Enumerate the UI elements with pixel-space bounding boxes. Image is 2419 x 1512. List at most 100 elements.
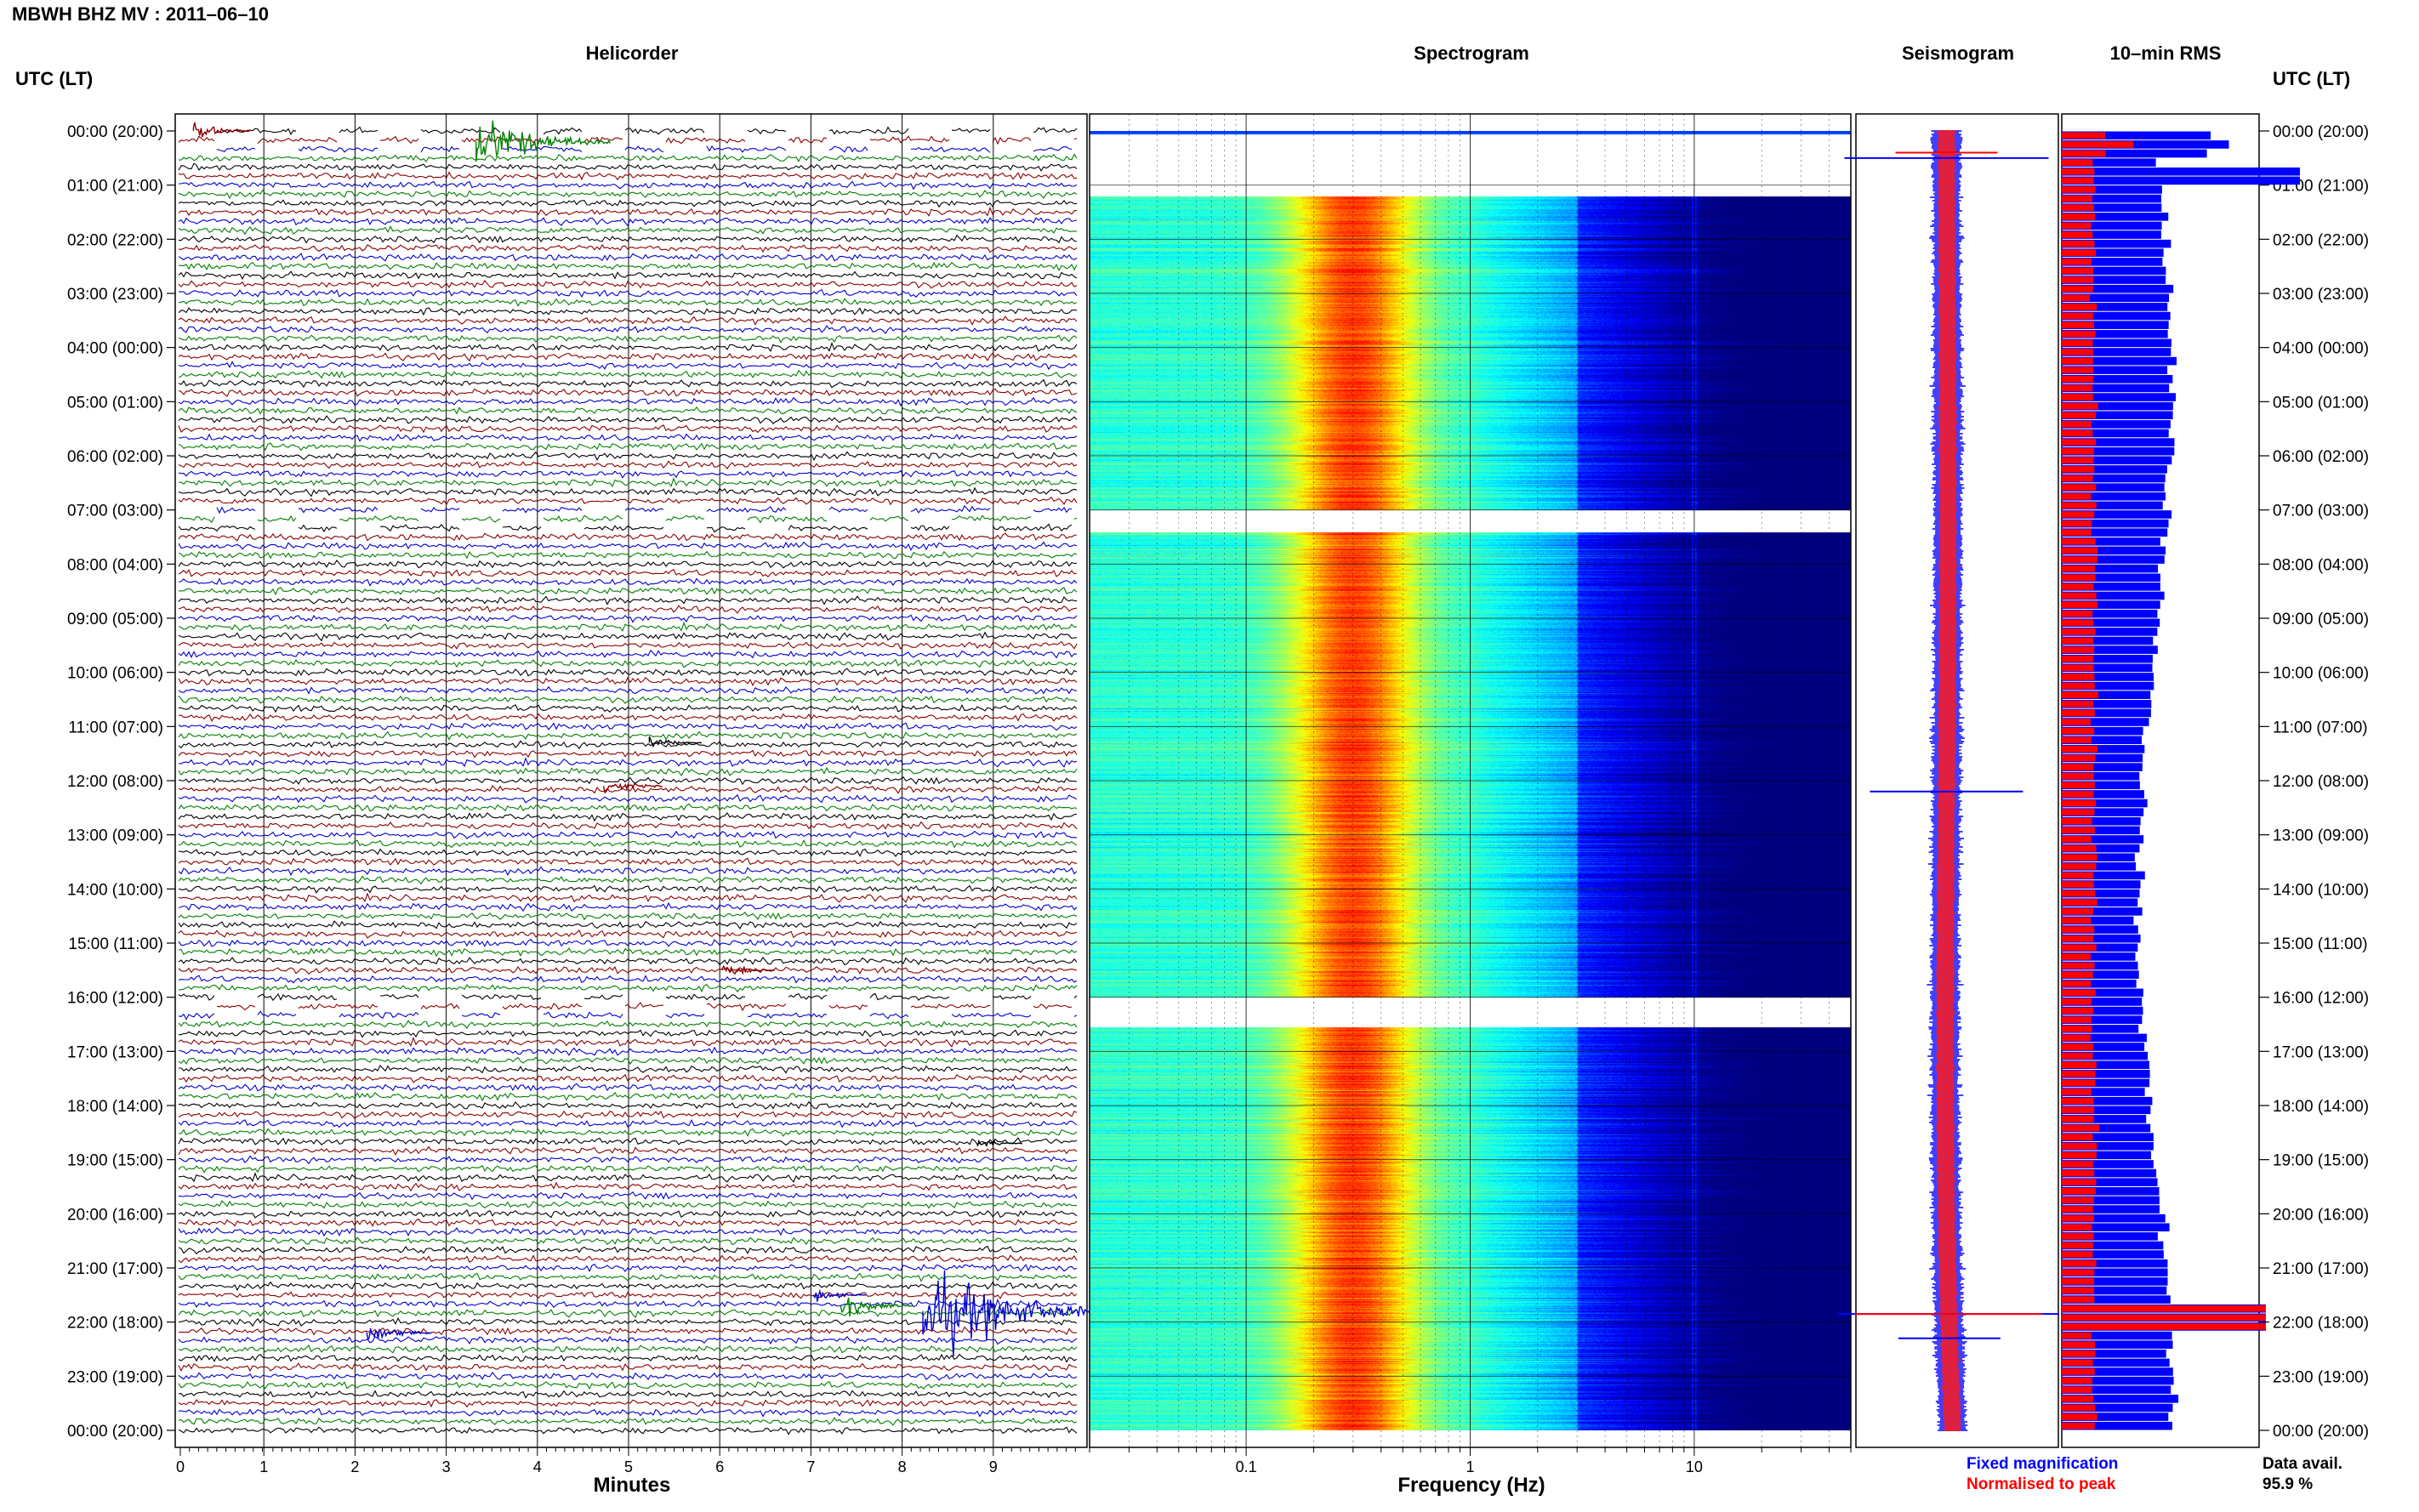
hour-tick-label-left: 01:00 (21:00) <box>67 178 163 196</box>
minute-tick-label: 4 <box>533 1458 542 1475</box>
rms-bar-normalised <box>2062 492 2092 500</box>
rms-bar-fixed <box>2062 700 2152 708</box>
rms-bar-normalised <box>2062 466 2095 473</box>
minute-tick-label: 6 <box>715 1458 724 1475</box>
rms-bar-normalised <box>2062 1106 2095 1114</box>
rms-bar-normalised <box>2062 962 2095 969</box>
rms-bar-normalised <box>2062 1097 2094 1105</box>
helicorder-event <box>603 782 663 794</box>
rms-bar-fixed <box>2062 1340 2173 1349</box>
rms-bar-normalised <box>2062 917 2092 924</box>
rms-bar-fixed <box>2062 203 2162 212</box>
helicorder-trace <box>178 1227 1078 1237</box>
helicorder-event <box>192 122 253 138</box>
minute-tick-label: 8 <box>898 1458 907 1475</box>
hour-tick-label-left: 22:00 (18:00) <box>67 1315 163 1333</box>
rms-bar-normalised <box>2062 1233 2094 1240</box>
rms-bar-normalised <box>2062 1377 2092 1384</box>
rms-bar-fixed <box>2062 673 2154 681</box>
helicorder-trace <box>178 776 1078 786</box>
helicorder-trace <box>178 1100 1078 1110</box>
hour-tick-label-right: 08:00 (04:00) <box>2273 556 2369 574</box>
hour-tick-label-left: 06:00 (02:00) <box>67 448 163 466</box>
helicorder-trace <box>178 1208 1078 1219</box>
rms-bar-fixed <box>2062 1205 2160 1214</box>
hour-tick-label-right: 00:00 (20:00) <box>2273 1423 2369 1441</box>
helicorder-trace <box>178 442 1078 452</box>
helicorder-trace <box>178 875 1078 885</box>
rms-bar-normalised <box>2062 863 2097 870</box>
rms-bar-normalised <box>2062 844 2097 852</box>
hour-tick-label-right: 05:00 (01:00) <box>2273 394 2369 412</box>
rms-bar-normalised <box>2062 935 2094 942</box>
rms-bar-fixed <box>2062 1088 2145 1096</box>
hour-tick-label-left: 12:00 (08:00) <box>67 773 163 791</box>
rms-bar-normalised <box>2062 412 2097 419</box>
rms-bar-fixed <box>2062 916 2134 925</box>
helicorder-trace <box>178 1371 1078 1381</box>
helicorder-trace <box>178 1091 1078 1102</box>
helicorder-trace <box>178 1128 1078 1137</box>
helicorder-trace <box>178 532 1078 542</box>
hour-tick-label-left: 11:00 (07:00) <box>68 719 163 736</box>
rms-bar-fixed <box>2062 988 2143 998</box>
helicorder-trace <box>178 1155 1078 1165</box>
rms-bar-fixed <box>2062 1277 2168 1286</box>
rms-bar-normalised <box>2062 664 2094 672</box>
helicorder-trace <box>178 1407 1078 1418</box>
rms-bar-normalised <box>2062 1214 2095 1222</box>
hour-tick-label-left: 00:00 (20:00) <box>67 1423 163 1441</box>
helicorder-title: Helicorder <box>585 43 679 64</box>
helicorder-trace <box>178 396 1078 407</box>
helicorder-trace <box>178 1036 1078 1048</box>
helicorder-trace <box>216 126 1078 136</box>
rms-bar-fixed <box>2062 1259 2168 1268</box>
rms-bar-fixed <box>2062 691 2151 699</box>
hour-tick-label-left: 09:00 (05:00) <box>67 611 163 628</box>
rms-bar-fixed <box>2062 528 2168 537</box>
rms-bar-normalised <box>2062 150 2106 157</box>
rms-bar-fixed <box>2062 276 2166 284</box>
rms-bar-fixed <box>2062 1395 2179 1403</box>
rms-bar-normalised <box>2062 1043 2093 1050</box>
helicorder-trace <box>178 1298 1078 1309</box>
rms-bar-fixed <box>2062 1015 2143 1024</box>
helicorder-trace <box>178 649 1078 659</box>
rms-bar-normalised <box>2062 610 2093 617</box>
rms-bar-normalised <box>2062 1395 2094 1402</box>
rms-bar-fixed <box>2062 1232 2158 1241</box>
frequency-axis-label: Frequency (Hz) <box>1397 1474 1545 1497</box>
rms-bar-fixed <box>2062 1051 2149 1060</box>
helicorder-trace <box>178 1200 1078 1209</box>
rms-bar-normalised <box>2062 1052 2093 1060</box>
rms-bar-fixed <box>2062 1168 2157 1178</box>
helicorder-trace <box>178 938 1078 947</box>
rms-bar-normalised <box>2062 1386 2092 1394</box>
helicorder-trace <box>178 640 1078 651</box>
helicorder-trace <box>179 1029 1078 1038</box>
hour-tick-label-right: 14:00 (10:00) <box>2273 881 2369 899</box>
rms-bar-fixed <box>2062 835 2144 844</box>
rms-bar-fixed <box>2062 1106 2151 1115</box>
helicorder-trace <box>178 162 1078 172</box>
rms-bar-fixed <box>2062 880 2141 889</box>
helicorder-trace <box>178 469 1078 479</box>
rms-bar-fixed <box>2062 546 2166 555</box>
rms-bar-normalised <box>2062 159 2093 166</box>
rms-bar-fixed <box>2062 248 2164 258</box>
rms-bar-normalised <box>2062 357 2093 365</box>
rms-bar-fixed <box>2062 1367 2173 1376</box>
rms-bar-fixed <box>2062 194 2162 203</box>
helicorder-trace <box>178 1417 1078 1426</box>
helicorder-trace <box>178 171 1078 181</box>
rms-bar-fixed <box>2062 185 2162 194</box>
rms-bar-normalised <box>2062 719 2091 725</box>
rms-bar-fixed <box>2062 1123 2151 1133</box>
helicorder-trace <box>178 811 1078 822</box>
helicorder-trace <box>178 1353 1078 1363</box>
helicorder-trace <box>178 334 1078 344</box>
rms-bar-fixed <box>2062 1214 2166 1223</box>
helicorder-trace <box>178 523 1073 533</box>
rms-bar-normalised <box>2062 1305 2266 1312</box>
rms-bar-fixed <box>2062 1033 2147 1043</box>
